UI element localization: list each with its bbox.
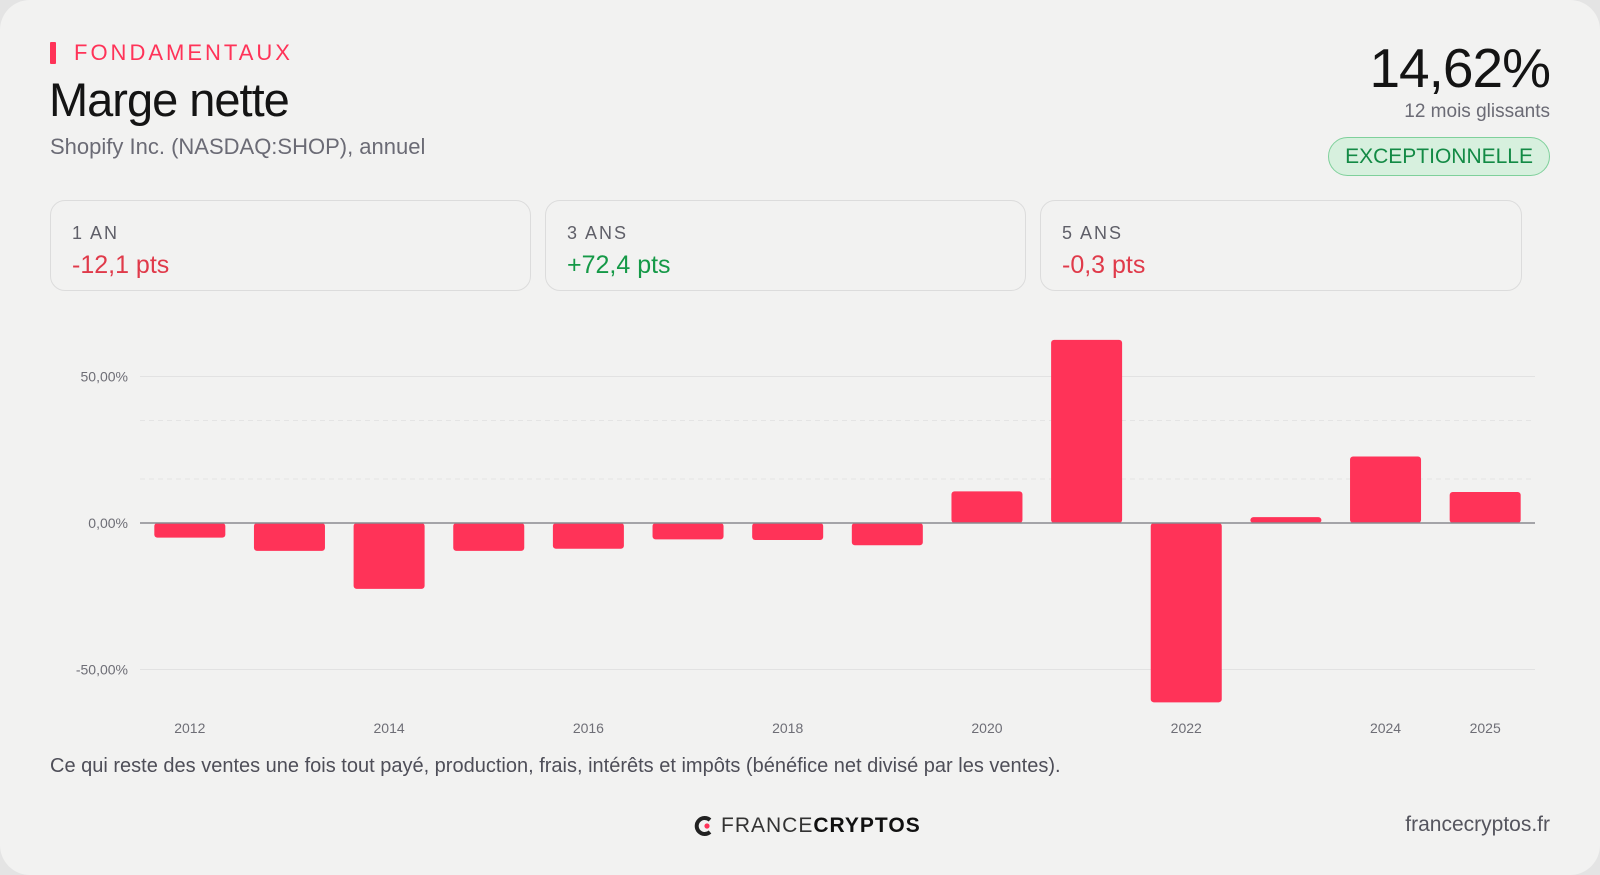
brand-mark-icon — [694, 816, 712, 836]
stat-value: -12,1 pts — [72, 251, 170, 279]
stat-label: 3 ANS — [567, 223, 629, 243]
stat-card-3-years: 3 ANS +72,4 pts — [545, 200, 1026, 291]
x-tick-label: 2025 — [1470, 720, 1501, 736]
x-tick-label: 2020 — [971, 720, 1002, 736]
kicker-label: FONDAMENTAUX — [74, 40, 293, 65]
brand-name-light: FRANCE — [721, 814, 814, 837]
stat-label: 5 ANS — [1062, 223, 1124, 243]
section-kicker: FONDAMENTAUX — [50, 40, 293, 66]
x-tick-label: 2018 — [772, 720, 803, 736]
bar-2014 — [353, 523, 425, 589]
headline-period: 12 mois glissants — [1404, 101, 1550, 122]
bar-2019 — [851, 523, 923, 546]
x-tick-label: 2016 — [573, 720, 604, 736]
bar-2018 — [752, 523, 824, 540]
x-tick-label: 2022 — [1171, 720, 1202, 736]
stat-label: 1 AN — [72, 223, 120, 243]
headline-value: 14,62% — [1369, 37, 1551, 99]
stats-row: 1 AN -12,1 pts 3 ANS +72,4 pts 5 ANS -0,… — [50, 200, 1550, 293]
y-tick-label: 50,00% — [81, 369, 128, 385]
site-url: francecryptos.fr — [1405, 813, 1550, 836]
page-subtitle: Shopify Inc. (NASDAQ:SHOP), annuel — [50, 134, 426, 159]
bar-2012 — [154, 523, 226, 538]
rating-badge: EXCEPTIONNELLE — [1328, 137, 1550, 176]
kicker-accent-bar — [50, 42, 56, 64]
bar-2024 — [1350, 456, 1422, 523]
x-tick-label: 2012 — [174, 720, 205, 736]
brand-logo: FRANCE CRYPTOS — [693, 814, 921, 838]
brand-name-bold: CRYPTOS — [813, 814, 921, 837]
chart-description: Ce qui reste des ventes une fois tout pa… — [50, 755, 1061, 777]
stat-value: +72,4 pts — [567, 251, 671, 279]
bar-2021 — [1051, 339, 1123, 523]
x-tick-label: 2014 — [374, 720, 405, 736]
bar-2017 — [652, 523, 724, 540]
y-tick-label: -50,00% — [76, 662, 128, 678]
stat-card-1-year: 1 AN -12,1 pts — [50, 200, 531, 291]
x-tick-label: 2024 — [1370, 720, 1401, 736]
y-tick-label: 0,00% — [88, 515, 128, 531]
bar-2022 — [1150, 523, 1222, 703]
page-title: Marge nette — [49, 73, 290, 126]
bar-2023 — [1250, 517, 1322, 523]
stat-value: -0,3 pts — [1062, 251, 1146, 279]
bar-2015 — [453, 523, 525, 551]
bar-2020 — [951, 491, 1023, 523]
bar-chart: 50,00% 0,00% -50,00% 2012 2014 2016 2018 2020 20… — [76, 339, 1535, 736]
bar-2025 — [1449, 491, 1521, 523]
bar-2013 — [253, 523, 325, 551]
bar-2016 — [552, 523, 624, 549]
stat-card-5-years: 5 ANS -0,3 pts — [1040, 200, 1522, 291]
